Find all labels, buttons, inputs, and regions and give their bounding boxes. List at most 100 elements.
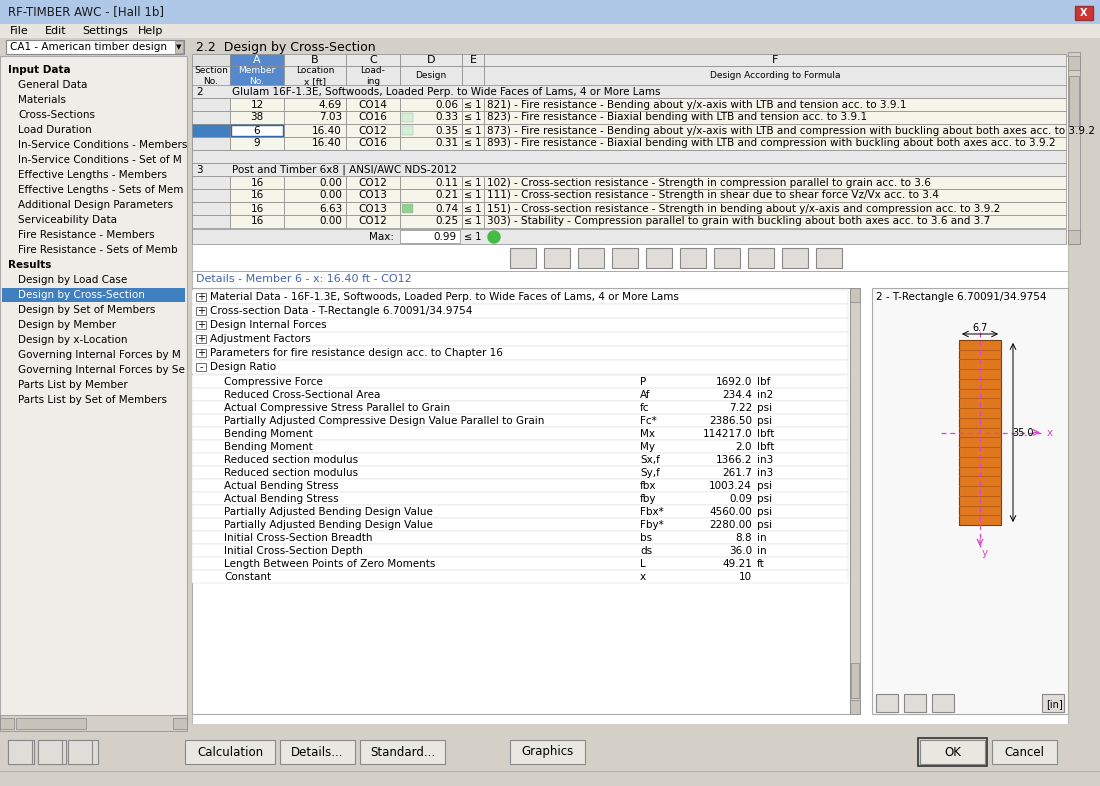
Text: 234.4: 234.4 bbox=[722, 390, 752, 400]
Bar bbox=[284, 215, 346, 228]
Text: Design: Design bbox=[416, 72, 447, 80]
Bar bbox=[0, 772, 1100, 786]
Bar bbox=[192, 215, 230, 228]
Text: bs: bs bbox=[640, 533, 652, 543]
Text: y: y bbox=[982, 548, 988, 558]
Bar bbox=[284, 111, 346, 124]
Bar bbox=[346, 66, 400, 86]
Text: 102) - Cross-section resistance - Strength in compression parallel to grain acc.: 102) - Cross-section resistance - Streng… bbox=[487, 178, 931, 188]
Bar bbox=[400, 189, 462, 202]
Bar bbox=[2, 288, 185, 302]
Bar bbox=[484, 111, 1066, 124]
Bar bbox=[39, 740, 62, 764]
Bar bbox=[484, 176, 1066, 189]
Text: 7.03: 7.03 bbox=[319, 112, 342, 123]
Text: fbx: fbx bbox=[640, 481, 657, 491]
Bar bbox=[0, 24, 1100, 38]
Text: CO12: CO12 bbox=[359, 126, 387, 135]
Text: +: + bbox=[197, 306, 205, 316]
Text: 0.99: 0.99 bbox=[433, 232, 456, 242]
Text: 16.40: 16.40 bbox=[312, 138, 342, 149]
Text: Governing Internal Forces by M: Governing Internal Forces by M bbox=[18, 350, 180, 360]
Bar bbox=[192, 505, 848, 518]
Text: Cancel: Cancel bbox=[1004, 745, 1045, 758]
Bar bbox=[850, 288, 860, 714]
Text: 0.00: 0.00 bbox=[319, 216, 342, 226]
Bar bbox=[231, 125, 283, 136]
Bar bbox=[851, 663, 859, 698]
Text: 6.7: 6.7 bbox=[972, 323, 988, 333]
Text: D: D bbox=[427, 55, 436, 65]
Text: Parts List by Member: Parts List by Member bbox=[18, 380, 128, 390]
Bar bbox=[484, 202, 1066, 215]
Bar bbox=[346, 98, 400, 111]
Bar bbox=[230, 98, 284, 111]
Text: Design by Set of Members: Design by Set of Members bbox=[18, 305, 155, 315]
Text: in: in bbox=[757, 546, 767, 556]
Text: 2280.00: 2280.00 bbox=[710, 520, 752, 530]
Bar bbox=[230, 66, 284, 86]
Text: [in]: [in] bbox=[1046, 699, 1063, 709]
Bar bbox=[196, 307, 206, 315]
Text: 6.63: 6.63 bbox=[319, 204, 342, 214]
Bar bbox=[230, 202, 284, 215]
Text: 9: 9 bbox=[254, 138, 261, 149]
Text: 38: 38 bbox=[251, 112, 264, 123]
Bar bbox=[192, 85, 1066, 98]
Bar bbox=[872, 288, 1068, 714]
Text: Results: Results bbox=[8, 260, 52, 270]
Text: psi: psi bbox=[757, 481, 772, 491]
Text: 151) - Cross-section resistance - Strength in bending about y/x-axis and compres: 151) - Cross-section resistance - Streng… bbox=[487, 204, 1000, 214]
Text: Fby*: Fby* bbox=[640, 520, 663, 530]
Text: +: + bbox=[197, 292, 205, 302]
Bar bbox=[68, 740, 92, 764]
Text: psi: psi bbox=[757, 494, 772, 504]
Bar bbox=[175, 41, 183, 53]
Bar bbox=[192, 137, 230, 150]
Bar bbox=[284, 137, 346, 150]
Bar bbox=[192, 427, 848, 440]
Bar bbox=[196, 349, 206, 357]
Text: 1003.24: 1003.24 bbox=[710, 481, 752, 491]
Text: Details - Member 6 - x: 16.40 ft - CO12: Details - Member 6 - x: 16.40 ft - CO12 bbox=[196, 274, 411, 284]
Bar bbox=[402, 113, 412, 122]
Text: lbft: lbft bbox=[757, 429, 774, 439]
Text: Reduced Cross-Sectional Area: Reduced Cross-Sectional Area bbox=[224, 390, 381, 400]
Bar bbox=[192, 290, 848, 304]
Bar bbox=[192, 544, 848, 557]
Text: My: My bbox=[640, 442, 654, 452]
Bar bbox=[230, 124, 284, 137]
Text: 3: 3 bbox=[196, 165, 202, 175]
Text: Governing Internal Forces by Se: Governing Internal Forces by Se bbox=[18, 365, 185, 375]
Bar bbox=[400, 111, 462, 124]
Bar bbox=[284, 54, 346, 66]
Text: Length Between Points of Zero Moments: Length Between Points of Zero Moments bbox=[224, 559, 436, 569]
Bar bbox=[400, 202, 462, 215]
Bar bbox=[400, 230, 460, 243]
Bar bbox=[484, 54, 1066, 66]
Text: fc: fc bbox=[640, 403, 649, 413]
Bar bbox=[400, 137, 462, 150]
Text: ≤ 1: ≤ 1 bbox=[464, 178, 482, 188]
Text: CO12: CO12 bbox=[359, 178, 387, 188]
Text: 111) - Cross-section resistance - Strength in shear due to shear force Vz/Vx acc: 111) - Cross-section resistance - Streng… bbox=[487, 190, 939, 200]
Bar bbox=[400, 176, 462, 189]
Text: P: P bbox=[640, 377, 647, 387]
Bar bbox=[816, 248, 842, 268]
Bar bbox=[196, 363, 206, 371]
Text: Max:: Max: bbox=[368, 232, 394, 242]
Bar bbox=[346, 124, 400, 137]
Text: +: + bbox=[197, 320, 205, 330]
Text: 0.25: 0.25 bbox=[434, 216, 458, 226]
Text: Location
x [ft]: Location x [ft] bbox=[296, 66, 334, 86]
Bar bbox=[192, 98, 230, 111]
Text: in3: in3 bbox=[757, 455, 773, 465]
Bar bbox=[230, 176, 284, 189]
Text: -: - bbox=[199, 362, 202, 372]
Bar bbox=[714, 248, 740, 268]
Bar bbox=[510, 248, 536, 268]
Bar bbox=[0, 56, 187, 731]
Bar bbox=[192, 453, 848, 466]
Text: Design by Load Case: Design by Load Case bbox=[18, 275, 128, 285]
Bar bbox=[462, 98, 484, 111]
